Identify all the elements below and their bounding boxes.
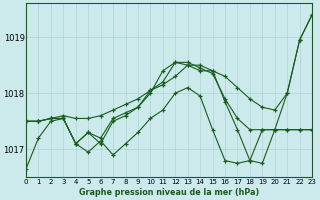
X-axis label: Graphe pression niveau de la mer (hPa): Graphe pression niveau de la mer (hPa) bbox=[79, 188, 259, 197]
